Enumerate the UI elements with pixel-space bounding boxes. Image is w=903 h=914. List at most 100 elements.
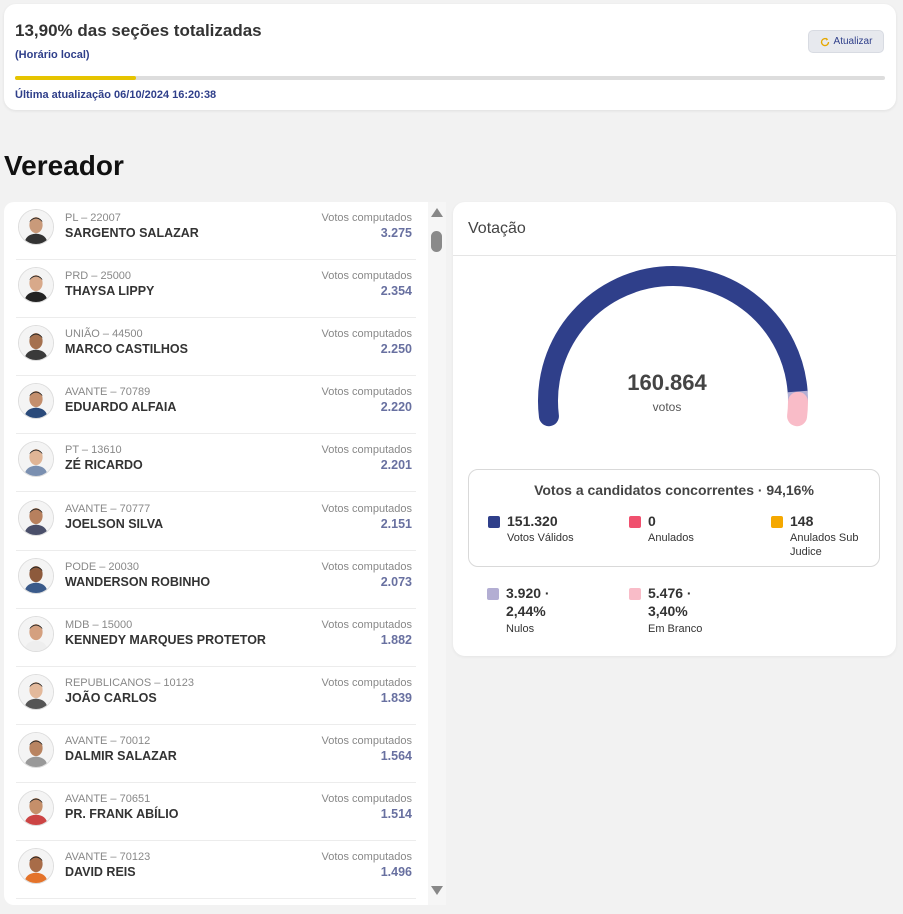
candidate-votes: 1.882	[380, 632, 412, 647]
candidate-votes: 2.220	[380, 400, 412, 415]
stat-label: Nulos	[506, 623, 535, 635]
candidate-party: AVANTE – 70789	[65, 386, 151, 399]
candidate-list-scrollbar[interactable]	[428, 202, 446, 905]
swatch-em-branco	[629, 588, 641, 600]
totalization-progress-bar	[15, 76, 885, 80]
votes-label: Votos computados	[321, 270, 412, 283]
candidate-avatar	[18, 441, 54, 478]
votes-label: Votos computados	[321, 560, 412, 573]
candidate-name: EDUARDO ALFAIA	[65, 400, 177, 415]
candidate-row[interactable]: REPUBLICANOS – 10123 JOÃO CARLOS Votos com…	[16, 667, 416, 725]
candidate-avatar	[18, 383, 54, 420]
candidate-name: KENNEDY MARQUES PROTETOR	[65, 632, 266, 647]
candidate-party: AVANTE – 70777	[65, 502, 151, 515]
candidate-avatar	[18, 848, 54, 885]
candidate-row[interactable]: AVANTE – 70012 DALMIR SALAZAR Votos comput…	[16, 725, 416, 783]
candidate-party: AVANTE – 70012	[65, 734, 151, 747]
votes-label: Votos computados	[321, 444, 412, 457]
candidate-row[interactable]: PT – 13610 ZÉ RICARDO Votos computados 2.20…	[16, 434, 416, 493]
candidate-name: DALMIR SALAZAR	[65, 748, 177, 763]
refresh-button-label: Atualizar	[833, 36, 873, 47]
candidate-avatar	[18, 325, 54, 362]
votes-label: Votos computados	[321, 851, 412, 864]
refresh-icon	[820, 37, 829, 46]
votes-label: Votos computados	[321, 386, 412, 399]
candidate-name: WANDERSON ROBINHO	[65, 574, 211, 589]
candidate-name: JOÃO CARLOS	[65, 690, 157, 705]
candidate-row[interactable]: AVANTE – 70777 JOELSON SILVA Votos computa…	[16, 493, 416, 551]
totalization-card: 13,90% das seções totalizadas (Horário l…	[4, 4, 896, 110]
stat-value-line2: 3,40%	[648, 603, 688, 619]
candidate-row[interactable]: AVANTE – 70651 PR. FRANK ABÍLIO Votos comp…	[16, 783, 416, 841]
candidate-party: AVANTE – 70123	[65, 851, 151, 864]
last-update-label: Última atualização 06/10/2024 16:20:38	[15, 89, 217, 101]
candidate-votes: 1.564	[380, 748, 412, 763]
candidate-name: DAVID REIS	[65, 865, 136, 880]
scroll-down-arrow-icon[interactable]	[431, 886, 443, 895]
stat-value: 151.320	[507, 513, 558, 529]
candidate-name: ZÉ RICARDO	[65, 458, 143, 473]
votes-label: Votos computados	[321, 676, 412, 689]
votes-label: Votos computados	[321, 618, 412, 631]
summary-title: Votos a candidatos concorrentes · 94,16%	[534, 482, 814, 498]
candidate-votes: 1.496	[380, 865, 412, 880]
stat-label: Anulados Sub Judice	[790, 532, 859, 558]
candidate-party: PODE – 20030	[65, 560, 139, 573]
refresh-button[interactable]: Atualizar	[808, 30, 884, 53]
candidate-row[interactable]: PL – 22007 SARGENTO SALAZAR Votos computad…	[16, 202, 416, 260]
section-title: Vereador	[4, 150, 124, 181]
candidate-row[interactable]: AVANTE – 70789 EDUARDO ALFAIA Votos comput…	[16, 376, 416, 435]
candidate-votes: 2.151	[380, 516, 412, 531]
votes-gauge	[538, 266, 808, 427]
gauge-segment-validos	[538, 266, 808, 427]
total-votes-unit: votos	[652, 400, 682, 414]
candidate-party: UNIÃO – 44500	[65, 328, 143, 341]
votacao-title: Votação	[468, 220, 526, 237]
candidate-avatar	[18, 731, 54, 768]
candidate-party: PT – 13610	[65, 444, 122, 457]
totalization-progress-fill	[15, 76, 136, 80]
candidate-row[interactable]: MDB – 15000 KENNEDY MARQUES PROTETOR Votos…	[16, 609, 416, 667]
candidate-avatar	[18, 673, 54, 710]
candidate-votes: 1.514	[380, 807, 412, 821]
scroll-up-arrow-icon[interactable]	[431, 208, 443, 217]
candidate-votes: 2.354	[380, 284, 412, 299]
summary-box: Votos a candidatos concorrentes · 94,16%…	[468, 469, 880, 567]
scroll-thumb[interactable]	[431, 231, 442, 252]
candidate-avatar	[18, 615, 54, 652]
swatch-anulados	[629, 516, 641, 528]
candidate-row[interactable]: PRD – 25000 THAYSA LIPPY Votos computados 2…	[16, 260, 416, 319]
candidate-row[interactable]: PODE – 20030 WANDERSON ROBINHO Votos compu…	[16, 551, 416, 609]
local-time-label: (Horário local)	[15, 49, 90, 61]
gauge-segment-branco	[787, 391, 808, 427]
votes-label: Votos computados	[321, 793, 412, 805]
candidate-votes: 1.839	[380, 690, 412, 705]
votacao-card: Votação 160.864 votos Votos a candidatos…	[453, 202, 896, 656]
candidate-avatar	[18, 209, 54, 245]
candidate-party: PL – 22007	[65, 212, 121, 224]
stat-value-line2: 2,44%	[506, 603, 546, 619]
total-votes: 160.864	[627, 370, 707, 395]
totalization-title: 13,90% das seções totalizadas	[15, 21, 262, 40]
candidate-party: PRD – 25000	[65, 270, 132, 283]
stat-value: 0	[648, 513, 656, 529]
candidate-party: REPUBLICANOS – 10123	[65, 676, 195, 689]
swatch-validos	[488, 516, 500, 528]
candidate-votes: 2.250	[380, 342, 412, 357]
candidate-list: PL – 22007 SARGENTO SALAZAR Votos computad…	[4, 202, 428, 905]
swatch-anulados-sub-judice	[771, 516, 783, 528]
candidate-party: AVANTE – 70651	[65, 793, 151, 805]
candidate-party: MDB – 15000	[65, 618, 133, 631]
stat-value-line1: 5.476 ·	[648, 585, 692, 601]
candidate-name: SARGENTO SALAZAR	[65, 226, 199, 240]
candidate-row[interactable]: UNIÃO – 44500 MARCO CASTILHOS Votos comput…	[16, 318, 416, 377]
votes-label: Votos computados	[321, 328, 412, 341]
candidate-avatar	[18, 557, 54, 594]
stat-value: 148	[790, 513, 814, 529]
candidate-row[interactable]: AVANTE – 70123 DAVID REIS Votos computados…	[16, 841, 416, 900]
votes-label: Votos computados	[321, 502, 412, 515]
votes-label: Votos computados	[321, 734, 412, 747]
candidate-votes: 3.275	[380, 226, 412, 240]
candidate-name: THAYSA LIPPY	[65, 284, 155, 299]
candidate-name: JOELSON SILVA	[65, 516, 164, 531]
